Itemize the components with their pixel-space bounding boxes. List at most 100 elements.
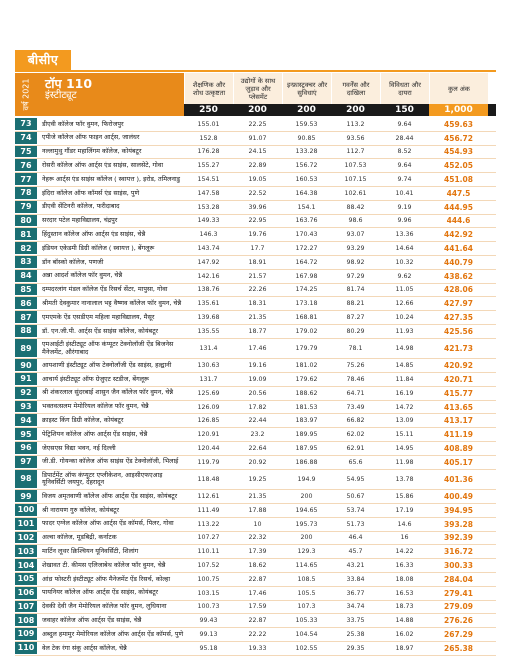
score-industry: 18.91	[248, 258, 267, 266]
rank-cell: 77	[15, 173, 37, 186]
score-total: 420.92	[444, 361, 473, 371]
institute-name: हिंदुस्तान कॉलेज ऑफ आर्ट्स एंड साइंस, चे…	[42, 230, 146, 239]
score-diversity: 15.86	[395, 493, 414, 501]
score-academic: 107.27	[197, 534, 220, 542]
max-infrastructure: 200	[297, 105, 316, 115]
score-governance: 112.7	[346, 148, 365, 156]
table-row: 76 रोसरी कॉलेज ऑफ आर्ट्स एंड साइंस, सालसे…	[15, 159, 496, 174]
score-infrastructure: 105.5	[297, 589, 316, 597]
score-governance: 54.95	[346, 475, 365, 483]
table-title: टॉप 110	[45, 76, 93, 91]
score-governance: 53.74	[346, 506, 365, 514]
institute-name: क्राइस्ट किंग डिग्री कॉलेज, कोयंबटूर	[42, 416, 124, 425]
table-row: 102 अल्वा कॉलेज, मूडबिद्री, कर्नाटक 107.27…	[15, 531, 496, 546]
score-infrastructure: 179.79	[295, 345, 318, 352]
score-infrastructure: 200	[300, 534, 313, 542]
rank-cell: 79	[15, 200, 37, 214]
score-governance: 73.49	[346, 403, 365, 411]
rank-cell: 90	[15, 359, 37, 373]
score-academic: 99.43	[199, 617, 218, 625]
score-industry: 22.95	[248, 217, 267, 225]
table-row: 78 इंदिरा कॉलेज ऑफ कॉमर्स एंड साइंस, पुणे…	[15, 186, 496, 201]
score-diversity: 15.11	[395, 431, 414, 439]
score-diversity: 11.84	[395, 375, 414, 383]
table-row: 100 श्री नारायण गुरु कॉलेज, कोयंबटूर 111.4…	[15, 503, 496, 518]
score-industry: 17.39	[248, 548, 267, 556]
score-total: 444.95	[444, 202, 473, 212]
score-diversity: 16.19	[395, 389, 414, 397]
score-total: 459.63	[444, 119, 473, 129]
score-governance: 62.91	[346, 444, 365, 452]
institute-name: अल्वा कॉलेज, मूडबिद्री, कर्नाटक	[42, 533, 117, 542]
score-industry: 17.59	[248, 603, 267, 611]
score-industry: 17.88	[248, 506, 267, 514]
score-governance: 88.21	[346, 300, 365, 308]
rank-cell: 108	[15, 614, 37, 628]
institute-name: श्री शंकरलाल सुंदरबाई शासुन जैन कॉलेज फॉ…	[42, 388, 174, 397]
table-row: 80 सरदार पटेल महाविद्यालय, चंद्रपुर 149.33…	[15, 214, 496, 229]
rank-cell: 102	[15, 531, 37, 545]
table-row: 103 मार्टिन लूथर क्रिश्चियन यूनिवर्सिटी, …	[15, 545, 496, 560]
score-total: 411.19	[444, 430, 473, 440]
score-governance: 113.2	[346, 120, 365, 128]
score-industry: 22.32	[248, 534, 267, 542]
score-industry: 19.16	[248, 362, 267, 370]
score-industry: 21.57	[248, 272, 267, 280]
institute-name: अन्ना आदर्श कॉलेज फॉर वुमन, चेन्नै	[42, 271, 123, 280]
score-industry: 18.31	[248, 300, 267, 308]
table-row: 84 अन्ना आदर्श कॉलेज फॉर वुमन, चेन्नै 142.…	[15, 269, 496, 284]
score-infrastructure: 107.3	[297, 603, 316, 611]
institute-name: इंदिरा कॉलेज ऑफ कॉमर्स एंड साइंस, पुणे	[42, 188, 140, 197]
score-infrastructure: 164.72	[295, 258, 318, 266]
year-strip: वर्ष 2021	[15, 73, 37, 116]
score-academic: 142.16	[197, 272, 220, 280]
score-academic: 135.61	[197, 300, 220, 308]
score-total: 279.09	[444, 602, 473, 612]
header-industry: उद्योगों के साथ जुड़ाव और प्लेसमेंट	[233, 73, 282, 104]
score-total: 428.06	[444, 285, 473, 295]
institute-name: भक्तवत्सलम मेमोरियल कॉलेज फॉर वुमन, चेन्…	[42, 402, 149, 411]
year-label: वर्ष 2021	[21, 78, 31, 111]
score-industry: 22.87	[248, 575, 267, 583]
score-total: 394.95	[444, 505, 473, 515]
score-governance: 93.56	[346, 134, 365, 142]
score-governance: 75.26	[346, 362, 365, 370]
header-total: कुल अंक	[429, 73, 488, 104]
score-infrastructure: 104.54	[295, 630, 318, 638]
score-total: 451.08	[444, 175, 473, 185]
score-total: 267.29	[444, 629, 473, 639]
table-header: टॉप 110 इंस्टीट्यूट शैक्षणिक और शोध उत्क…	[37, 73, 496, 104]
table-row: 79 डीएवी सेंटिनरी कॉलेज, फरीदाबाद 153.28 39…	[15, 200, 496, 215]
max-diversity: 150	[395, 105, 414, 115]
score-infrastructure: 170.43	[295, 231, 318, 239]
table-row: 108 जवाहर कॉलेज ऑफ आर्ट्स ऐंड साइंस, चेन्…	[15, 614, 496, 629]
score-diversity: 13.36	[395, 231, 414, 239]
header-governance: गवर्नेंस और दाखिला	[331, 73, 380, 104]
score-infrastructure: 186.88	[295, 458, 318, 466]
score-academic: 155.27	[197, 162, 220, 170]
score-governance: 64.71	[346, 389, 365, 397]
institute-name: फादर एग्नेल कॉलेज ऑफ आर्ट्स ऐंड कॉमर्स, …	[42, 519, 174, 528]
score-academic: 139.68	[197, 314, 220, 322]
score-industry: 10	[253, 520, 262, 528]
score-governance: 107.53	[344, 162, 367, 170]
table-row: 110 वेल टेक रंगा संकू आर्ट्स कॉलेज, चेन्न…	[15, 641, 496, 656]
score-total: 405.17	[444, 457, 473, 467]
score-infrastructure: 194.65	[295, 506, 318, 514]
score-industry: 17.7	[250, 245, 265, 253]
institute-name: अब्दुल हमामुर मेमोरियल कॉलेज ऑफ आर्ट्स ऐ…	[42, 629, 184, 638]
score-governance: 62.02	[346, 431, 365, 439]
score-academic: 120.91	[197, 431, 220, 439]
score-diversity: 28.44	[395, 134, 414, 142]
score-industry: 22.44	[248, 417, 267, 425]
score-industry: 23.2	[250, 431, 265, 439]
header-academic: शैक्षणिक और शोध उत्कृष्टता	[184, 73, 233, 104]
institute-name: सरदार पटेल महाविद्यालय, चंद्रपुर	[42, 216, 118, 225]
score-diversity: 14.98	[395, 345, 414, 352]
score-industry: 22.52	[248, 189, 267, 197]
score-academic: 125.69	[197, 389, 220, 397]
score-infrastructure: 102.55	[295, 644, 318, 652]
ranking-table-body: 73 डीएवी कॉलेज फॉर वुमन, फिरोजपुर 155.01 22…	[15, 118, 496, 656]
score-academic: 126.09	[197, 403, 220, 411]
score-academic: 110.11	[197, 548, 220, 556]
